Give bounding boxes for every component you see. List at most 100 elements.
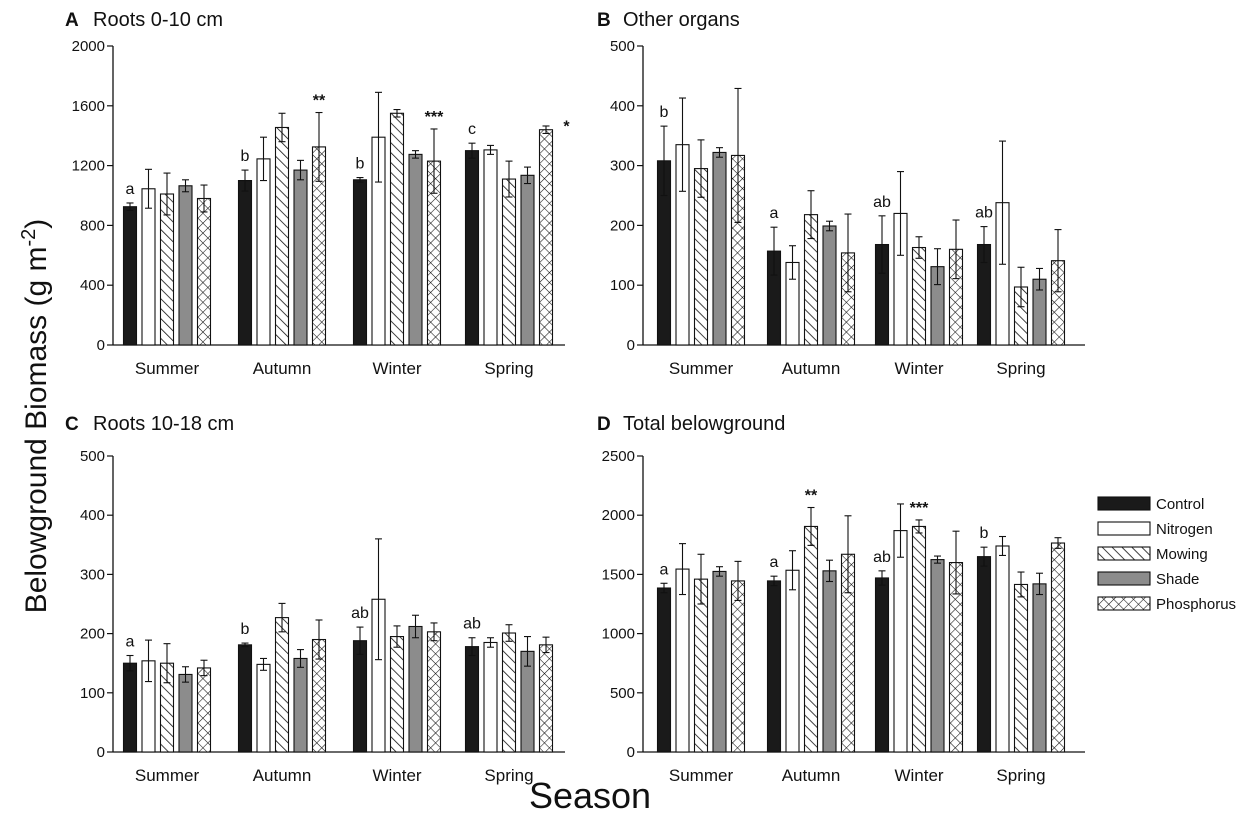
bar-shade (178, 185, 193, 346)
legend-swatch (1097, 521, 1151, 536)
y-tick-label: 1200 (72, 158, 105, 175)
y-tick-label: 0 (97, 744, 105, 761)
bar-mowing (159, 193, 175, 346)
legend-swatch (1097, 596, 1151, 611)
y-tick-label: 2000 (602, 507, 635, 524)
bar-phosphorus (196, 667, 212, 753)
bar-shade (822, 225, 837, 346)
bar-control (766, 580, 782, 753)
legend-label: Nitrogen (1156, 521, 1213, 538)
x-tick-label: Spring (484, 359, 533, 378)
bar-phosphorus (1050, 542, 1066, 753)
significance-letter: c (468, 121, 476, 138)
bar-phosphorus (538, 644, 554, 753)
legend-item-nitrogen: Nitrogen (1097, 521, 1213, 538)
significance-letter: a (126, 181, 135, 198)
significance-letter: ab (351, 605, 369, 622)
bar-mowing (501, 632, 517, 753)
x-tick-label: Winter (372, 766, 421, 785)
bar-shade (178, 673, 193, 753)
x-tick-label: Spring (996, 766, 1045, 785)
x-tick-label: Autumn (782, 766, 841, 785)
bar-control (122, 206, 138, 346)
legend-label: Shade (1156, 571, 1199, 588)
y-tick-label: 500 (80, 448, 105, 465)
bar-control (464, 646, 480, 753)
bar-shade (930, 559, 945, 753)
bar-mowing (911, 525, 927, 753)
legend-label: Control (1156, 496, 1204, 513)
significance-letter: b (660, 104, 669, 121)
legend-item-phosphorus: Phosphorus (1097, 596, 1236, 613)
panel-b: B Other organs 0 100 200 300 400 500 Summer b Autu… (597, 9, 1085, 378)
bar-mowing (389, 112, 405, 346)
significance-letter: b (356, 156, 365, 173)
y-tick-label: 200 (80, 626, 105, 643)
bar-nitrogen (141, 188, 156, 346)
bar-phosphorus (426, 631, 442, 753)
significance-letter: ab (975, 205, 993, 222)
panel-letter: B (597, 10, 611, 31)
y-tick-label: 500 (610, 38, 635, 55)
x-tick-label: Summer (669, 766, 734, 785)
x-tick-label: Winter (894, 766, 943, 785)
bar-shade (1032, 583, 1047, 753)
significance-letter: b (241, 621, 250, 638)
x-tick-label: Autumn (782, 359, 841, 378)
y-tick-label: 400 (80, 507, 105, 524)
bar-shade (712, 151, 727, 346)
significance-letter: ab (873, 549, 891, 566)
y-tick-label: 400 (610, 98, 635, 115)
bar-control (122, 662, 138, 753)
x-tick-label: Spring (996, 359, 1045, 378)
y-tick-label: 0 (97, 337, 105, 354)
legend-swatch (1097, 496, 1151, 511)
panel-c: C Roots 10-18 cm 0 100 200 300 400 500 Summer a Au… (65, 413, 565, 785)
bar-nitrogen (256, 663, 271, 753)
significance-letter: ab (463, 616, 481, 633)
bar-mowing (803, 525, 819, 753)
significance-letter: a (660, 561, 669, 578)
legend-item-shade: Shade (1097, 571, 1199, 588)
bar-phosphorus (538, 129, 554, 346)
bar-shade (712, 570, 727, 753)
x-tick-label: Autumn (253, 766, 312, 785)
bar-control (352, 179, 368, 346)
bar-shade (408, 153, 423, 346)
y-tick-label: 300 (610, 158, 635, 175)
significance-letter: b (980, 525, 989, 542)
x-tick-label: Winter (372, 359, 421, 378)
x-tick-label: Summer (669, 359, 734, 378)
y-tick-label: 200 (610, 217, 635, 234)
bar-shade (822, 570, 837, 753)
panel-title: Roots 10-18 cm (93, 413, 234, 435)
x-tick-label: Winter (894, 359, 943, 378)
panel-title: Roots 0-10 cm (93, 9, 223, 31)
panel-d: D Total belowground 0 500 1000 1500 2000 2500 Su… (597, 413, 1085, 785)
bar-mowing (501, 178, 517, 346)
bar-shade (408, 625, 423, 753)
significance-stars: ** (805, 488, 818, 505)
y-tick-label: 2500 (602, 448, 635, 465)
x-tick-label: Summer (135, 359, 200, 378)
bar-nitrogen (483, 641, 498, 753)
x-axis-label: Season (529, 775, 651, 816)
bar-mowing (274, 126, 290, 346)
legend-item-mowing: Mowing (1097, 546, 1208, 563)
y-tick-label: 500 (610, 685, 635, 702)
bar-mowing (389, 636, 405, 753)
bar-control (352, 640, 368, 753)
legend-label: Mowing (1156, 546, 1208, 563)
bar-mowing (274, 617, 290, 753)
bar-control (976, 556, 992, 753)
significance-letter: a (126, 634, 135, 651)
bar-phosphorus (730, 580, 746, 753)
legend-swatch (1097, 571, 1151, 586)
legend-item-control: Control (1097, 496, 1204, 513)
bar-mowing (911, 246, 927, 346)
bar-shade (293, 169, 308, 346)
y-axis-label: Belowground Biomass (g m-2) (18, 219, 53, 614)
bar-nitrogen (893, 530, 908, 753)
panel-letter: C (65, 414, 79, 435)
y-tick-label: 1600 (72, 98, 105, 115)
